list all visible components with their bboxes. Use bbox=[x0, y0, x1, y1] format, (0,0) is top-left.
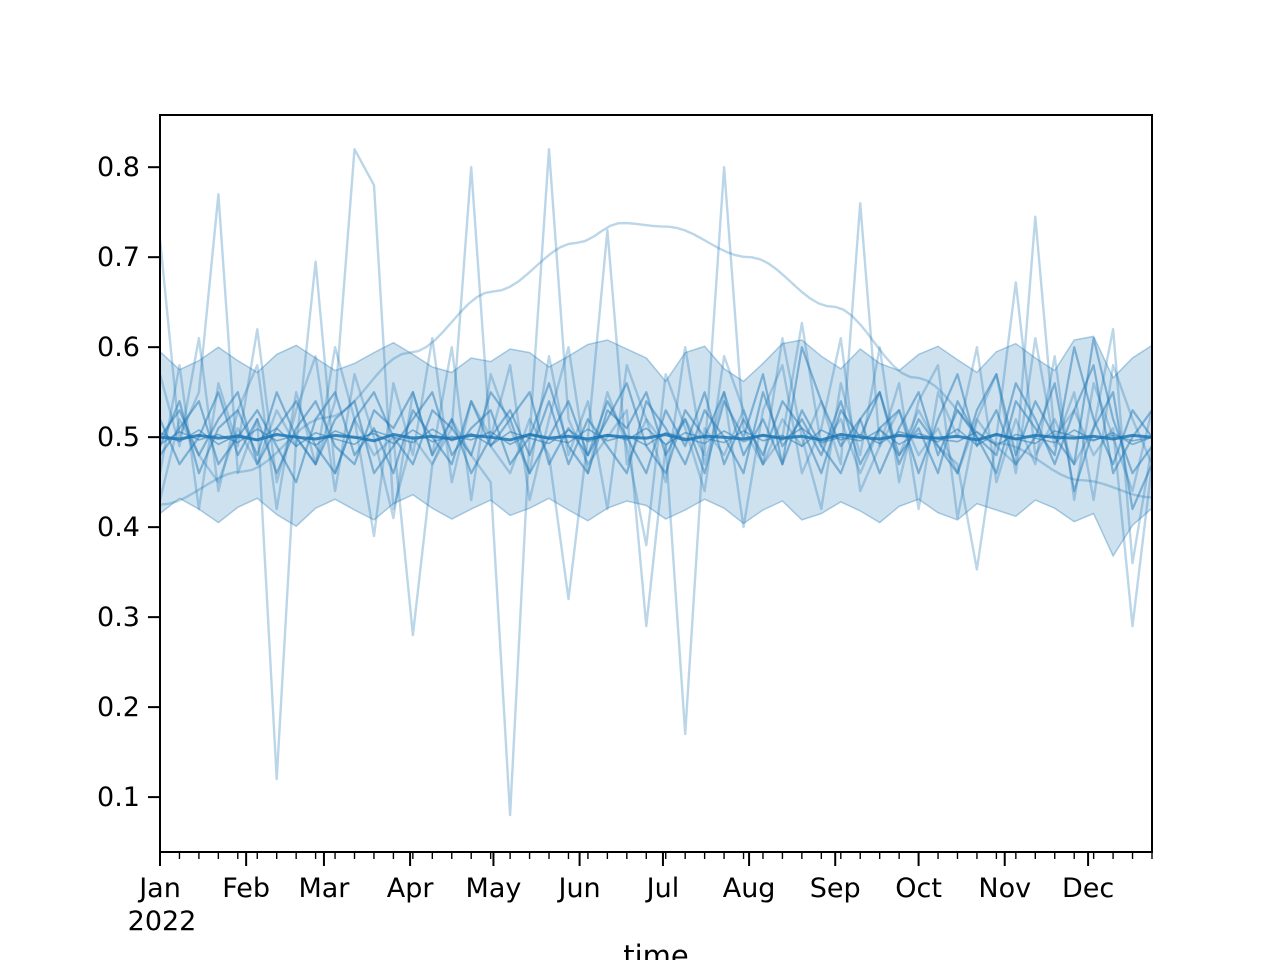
plot-area bbox=[160, 147, 1152, 817]
y-tick-label-0.1: 0.1 bbox=[97, 782, 140, 813]
series-line-light-noisy-1 bbox=[160, 337, 1152, 547]
x-tick-label-Aug: Aug bbox=[723, 873, 776, 904]
x-tick-label-Feb: Feb bbox=[222, 873, 270, 904]
series-line-medium-3 bbox=[160, 373, 1152, 511]
y-tick-label-0.4: 0.4 bbox=[97, 512, 140, 543]
series-line-medium-2 bbox=[160, 337, 1152, 484]
plot-spines bbox=[159, 114, 1153, 853]
series-line-light-noisy-2 bbox=[160, 328, 1152, 529]
x-tick-label-Jun: Jun bbox=[556, 873, 600, 904]
confidence-band bbox=[160, 335, 1152, 558]
x-tick-label-Oct: Oct bbox=[895, 873, 942, 904]
series-line-light-spiky-2 bbox=[160, 165, 1152, 736]
y-tick-label-0.3: 0.3 bbox=[97, 602, 140, 633]
x-tick-label-Sep: Sep bbox=[810, 873, 861, 904]
x-tick-label-Mar: Mar bbox=[298, 873, 350, 904]
x-tick-label-Dec: Dec bbox=[1062, 873, 1114, 904]
x-tick-label-May: May bbox=[466, 873, 522, 904]
x-tick-year-label: 2022 bbox=[128, 906, 197, 937]
x-axis-label: time bbox=[623, 939, 689, 960]
y-tick-label-0.8: 0.8 bbox=[97, 152, 140, 183]
series-line-mean-line-main bbox=[160, 433, 1152, 443]
x-tick-label-Nov: Nov bbox=[978, 873, 1031, 904]
y-tick-label-0.2: 0.2 bbox=[97, 692, 140, 723]
series-line-light-spiky-1 bbox=[160, 147, 1152, 817]
y-tick-label-0.7: 0.7 bbox=[97, 242, 140, 273]
x-tick-label-Apr: Apr bbox=[387, 873, 435, 904]
series-line-medium-1 bbox=[160, 346, 1152, 475]
x-tick-label-Jul: Jul bbox=[645, 873, 680, 904]
axes: 0.1 0.2 0.3 0.4 0.5 0.6 0.7 0.8 Jan Feb Mar Apr May J… bbox=[97, 114, 1153, 937]
series-line-medium-4 bbox=[160, 364, 1152, 475]
x-tick-label-Jan: Jan bbox=[137, 873, 181, 904]
y-tick-label-0.5: 0.5 bbox=[97, 422, 140, 453]
y-tick-label-0.6: 0.6 bbox=[97, 332, 140, 363]
